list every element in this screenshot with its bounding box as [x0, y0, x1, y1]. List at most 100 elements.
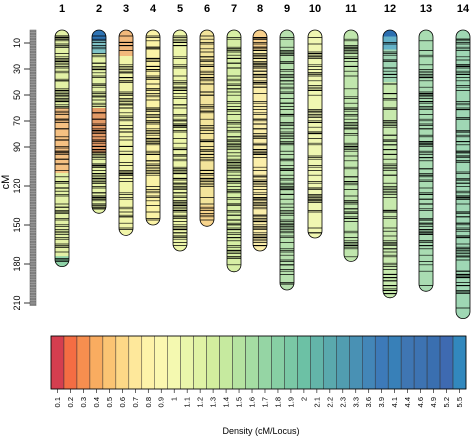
- legend-swatch: [362, 335, 376, 390]
- chromosome-label: 3: [123, 3, 129, 15]
- legend-tick-label: 4.6: [416, 397, 425, 407]
- chromosome-outline: [199, 29, 215, 227]
- legend-swatch: [219, 335, 233, 390]
- chromosome-outline: [172, 29, 188, 252]
- chromosome-body: [146, 30, 160, 225]
- chromosome-label: 8: [257, 3, 263, 15]
- legend-tick-label: 1.1: [183, 397, 192, 407]
- legend-swatch: [452, 335, 467, 390]
- legend-swatch: [336, 335, 350, 390]
- legend-tick-label: 1.7: [260, 397, 269, 407]
- chromosome-5: 5: [172, 3, 188, 252]
- y-tick-label: 210: [12, 295, 22, 310]
- chromosome-1: 1: [54, 3, 70, 268]
- chromosome-body: [200, 30, 214, 227]
- legend-tick-label: 2: [299, 397, 308, 401]
- chromosome-fill: [456, 30, 470, 319]
- legend-swatch: [258, 335, 272, 390]
- chromosome-fill: [253, 30, 267, 251]
- y-tick-label: 120: [12, 178, 22, 193]
- chromosome-label: 10: [309, 3, 321, 15]
- legend-axis-label: Density (cM/Locus): [222, 426, 299, 436]
- chromosome-fill: [173, 30, 187, 251]
- legend-tick-label: 0.5: [105, 397, 114, 407]
- legend-tick-label: 0.8: [144, 397, 153, 407]
- legend-swatch: [349, 335, 363, 390]
- legend-tick-label: 1: [170, 397, 179, 401]
- legend-tick-label: 2.1: [312, 397, 321, 407]
- y-tick-label: 10: [12, 38, 22, 48]
- chromosome-outline: [226, 29, 242, 273]
- chromosome-2: 2: [91, 3, 107, 214]
- legend-tick-label: 0.7: [131, 397, 140, 407]
- chromosome-outline: [91, 29, 107, 214]
- y-tick-label: 180: [12, 256, 22, 271]
- legend-tick-label: 1.3: [209, 397, 218, 407]
- legend-tick-label: 5.2: [442, 397, 451, 407]
- density-band: [383, 36, 397, 50]
- legend-swatch: [102, 335, 117, 390]
- chromosome-10: 10: [307, 3, 323, 239]
- chromosome-label: 5: [177, 3, 183, 15]
- legend-tick-label: 0.6: [118, 397, 127, 407]
- chromosome-label: 7: [231, 3, 237, 15]
- chromosome-body: [55, 30, 69, 267]
- chromosome-fill: [200, 30, 214, 227]
- legend-swatch: [154, 335, 168, 390]
- chromosome-6: 6: [199, 3, 215, 227]
- chromosome-9: 9: [279, 3, 295, 291]
- chromosome-body: [308, 30, 322, 238]
- legend-swatch: [115, 335, 130, 390]
- legend-swatch: [426, 335, 441, 390]
- legend-swatch: [167, 335, 181, 390]
- legend-tick-label: 0.9: [157, 397, 166, 407]
- density-band: [119, 30, 133, 56]
- chromosome-7: 7: [226, 3, 242, 273]
- legend-tick-label: 0.2: [66, 397, 75, 407]
- legend-tick-label: 1.9: [286, 397, 295, 407]
- chromosome-4: 4: [145, 3, 161, 226]
- chromosome-bars: 1 2 3 4 5 6 7 8 9 10 11 12 13 14: [54, 3, 471, 320]
- legend-tick-label: 0.4: [92, 397, 101, 407]
- chromosome-label: 11: [345, 3, 357, 15]
- legend-tick-label: 2.3: [338, 397, 347, 407]
- chromosome-fill: [227, 30, 241, 272]
- chromosome-body: [280, 30, 294, 290]
- chromosome-label: 6: [204, 3, 210, 15]
- chromosome-14: 14: [455, 3, 471, 320]
- density-legend: 0.1 0.2 0.3 0.4 0.5 0.6 0.7 0.8 0.9 1 1.1 1.2 1.3 1.4…: [50, 335, 467, 407]
- legend-swatch: [297, 335, 311, 390]
- chromosome-outline: [279, 29, 295, 291]
- legend-tick-label: 4.4: [403, 397, 412, 407]
- legend-swatch: [245, 335, 259, 390]
- density-band: [383, 49, 397, 82]
- chromosome-fill: [344, 30, 358, 262]
- chromosome-label: 2: [96, 3, 102, 15]
- legend-tick-label: 3.6: [364, 397, 373, 407]
- chromosome-outline: [145, 29, 161, 226]
- density-band: [92, 30, 106, 41]
- y-tick-label: 50: [12, 90, 22, 100]
- legend-tick-label: 1.5: [235, 397, 244, 407]
- chromosome-outline: [252, 29, 268, 252]
- chromosome-outline: [382, 29, 398, 299]
- legend-swatch: [50, 335, 65, 390]
- legend-swatch: [374, 335, 389, 390]
- chromosome-label: 14: [457, 3, 470, 15]
- legend-swatch: [141, 335, 155, 390]
- legend-swatch: [323, 335, 337, 390]
- chromosome-11: 11: [343, 3, 359, 262]
- chromosome-outline: [418, 29, 434, 292]
- legend-tick-label: 3.3: [351, 397, 360, 407]
- chromosome-outline: [307, 29, 323, 239]
- chromosome-fill: [280, 30, 294, 290]
- legend-swatch: [232, 335, 246, 390]
- chromosome-body: [383, 30, 397, 298]
- legend-swatch: [400, 335, 415, 390]
- legend-tick-label: 5.5: [455, 397, 464, 407]
- chromosome-outline: [343, 29, 359, 262]
- chromosome-body: [119, 30, 133, 236]
- y-tick-label: 150: [12, 217, 22, 232]
- chromosome-outline: [54, 29, 70, 268]
